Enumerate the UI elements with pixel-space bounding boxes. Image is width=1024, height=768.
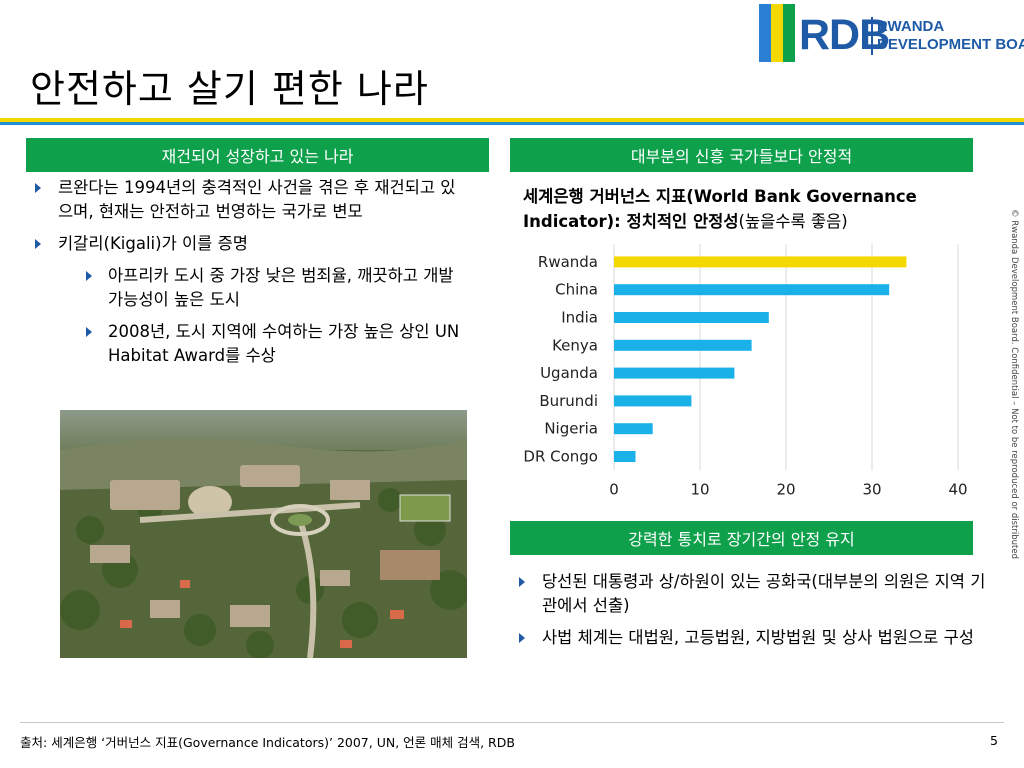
logo-bar-blue [759, 4, 771, 62]
slide-title: 안전하고 살기 편한 나라 [30, 67, 429, 111]
chart-x-tick-label: 40 [948, 480, 967, 498]
right-top-panel-header: 대부분의 신흥 국가들보다 안정적 [510, 138, 973, 172]
chart-bar [614, 423, 653, 435]
chart-category-label: Kenya [552, 336, 598, 354]
title-rule-blue [0, 122, 1024, 125]
list-item: 당선된 대통령과 상/하원이 있는 공화국(대부분의 의원은 지역 기관에서 선… [512, 570, 987, 618]
logo-abbr: RDB [799, 11, 890, 59]
footer-divider [20, 722, 1004, 723]
list-item: 키갈리(Kigali)가 이를 증명 [28, 232, 468, 256]
source-citation: 출처: 세계은행 ‘거버넌스 지표(Governance Indicators)… [20, 732, 515, 751]
source-text: 세계은행 ‘거버넌스 지표(Governance Indicators)’ 20… [47, 735, 515, 750]
bullet-arrow-icon [519, 577, 525, 587]
governance-bar-chart: 0 10 20 30 40 Rwanda China India Kenya Uganda Buru… [510, 240, 980, 514]
chart-category-label: China [555, 281, 598, 299]
left-panel-header: 재건되어 성장하고 있는 나라 [26, 138, 489, 172]
bullet-arrow-icon [35, 239, 41, 249]
chart-x-tick-label: 10 [690, 480, 709, 498]
page-number: 5 [990, 733, 998, 748]
kigali-aerial-photo [60, 410, 467, 658]
bullet-text: 키갈리(Kigali)가 이를 증명 [58, 234, 248, 253]
chart-bar [614, 395, 692, 407]
chart-x-tick-label: 20 [776, 480, 795, 498]
chart-bar [614, 284, 890, 296]
chart-category-label: DR Congo [523, 448, 598, 466]
confidential-note: © Rwanda Development Board. Confidential… [1009, 209, 1019, 559]
bullet-arrow-icon [86, 327, 92, 337]
chart-category-label: Rwanda [538, 253, 598, 271]
chart-title-line2-bold: Indicator): 정치적인 안정성 [523, 212, 739, 231]
logo-name-line2: DEVELOPMENT BOARD [877, 36, 1024, 53]
bullet-text: 사법 체계는 대법원, 고등법원, 지방법원 및 상사 법원으로 구성 [542, 628, 974, 647]
list-item: 르완다는 1994년의 충격적인 사건을 겪은 후 재건되고 있으며, 현재는 … [28, 176, 468, 224]
chart-title-line1: 세계은행 거버넌스 지표(World Bank Governance [523, 184, 917, 209]
chart-category-label: Uganda [540, 364, 598, 382]
bullet-text: 르완다는 1994년의 충격적인 사건을 겪은 후 재건되고 있으며, 현재는 … [58, 178, 456, 221]
list-item: 2008년, 도시 지역에 수여하는 가장 높은 상인 UN Habitat A… [28, 320, 468, 368]
chart-category-label: India [561, 309, 598, 327]
logo-color-bars [759, 4, 795, 62]
bullet-arrow-icon [86, 271, 92, 281]
chart-bar [614, 367, 735, 379]
chart-svg: 0 10 20 30 40 Rwanda China India Kenya Uganda Buru… [523, 244, 968, 498]
logo-bar-yellow [771, 4, 783, 62]
bullet-arrow-icon [519, 633, 525, 643]
source-label: 출처: [20, 735, 48, 750]
chart-bar [614, 256, 907, 268]
logo-name: RWANDA DEVELOPMENT BOARD [877, 18, 1024, 54]
rdb-logo: RDB RWANDA DEVELOPMENT BOARD [759, 4, 1024, 62]
chart-x-tick-label: 0 [609, 480, 619, 498]
list-item: 아프리카 도시 중 가장 낮은 범죄율, 깨끗하고 개발 가능성이 높은 도시 [28, 264, 468, 312]
chart-bar [614, 312, 769, 323]
bullet-text: 2008년, 도시 지역에 수여하는 가장 높은 상인 UN Habitat A… [108, 322, 460, 365]
bullet-text: 아프리카 도시 중 가장 낮은 범죄율, 깨끗하고 개발 가능성이 높은 도시 [108, 266, 454, 309]
chart-category-label: Burundi [539, 392, 598, 410]
bullet-text: 당선된 대통령과 상/하원이 있는 공화국(대부분의 의원은 지역 기관에서 선… [542, 572, 986, 615]
chart-title-line2-rest: (높을수록 좋음) [738, 212, 848, 231]
title-rule-yellow [0, 118, 1024, 122]
list-item: 사법 체계는 대법원, 고등법원, 지방법원 및 상사 법원으로 구성 [512, 626, 987, 650]
chart-x-tick-label: 30 [862, 480, 881, 498]
chart-category-label: Nigeria [544, 420, 598, 438]
right-bottom-panel-header: 강력한 통치로 장기간의 안정 유지 [510, 521, 973, 555]
right-bullet-list: 당선된 대통령과 상/하원이 있는 공화국(대부분의 의원은 지역 기관에서 선… [512, 570, 987, 658]
chart-bar [614, 451, 636, 462]
left-bullet-list: 르완다는 1994년의 충격적인 사건을 겪은 후 재건되고 있으며, 현재는 … [28, 176, 468, 376]
bullet-arrow-icon [35, 183, 41, 193]
logo-bar-green [783, 4, 795, 62]
logo-separator [871, 17, 873, 55]
chart-title-line2: Indicator): 정치적인 안정성(높을수록 좋음) [523, 209, 917, 234]
logo-name-line1: RWANDA [877, 18, 945, 35]
chart-title: 세계은행 거버넌스 지표(World Bank Governance Indic… [523, 184, 917, 234]
photo-illustration [60, 410, 467, 658]
chart-bar [614, 339, 752, 351]
chart-title-line1-text: 세계은행 거버넌스 지표(World Bank Governance [523, 187, 917, 206]
